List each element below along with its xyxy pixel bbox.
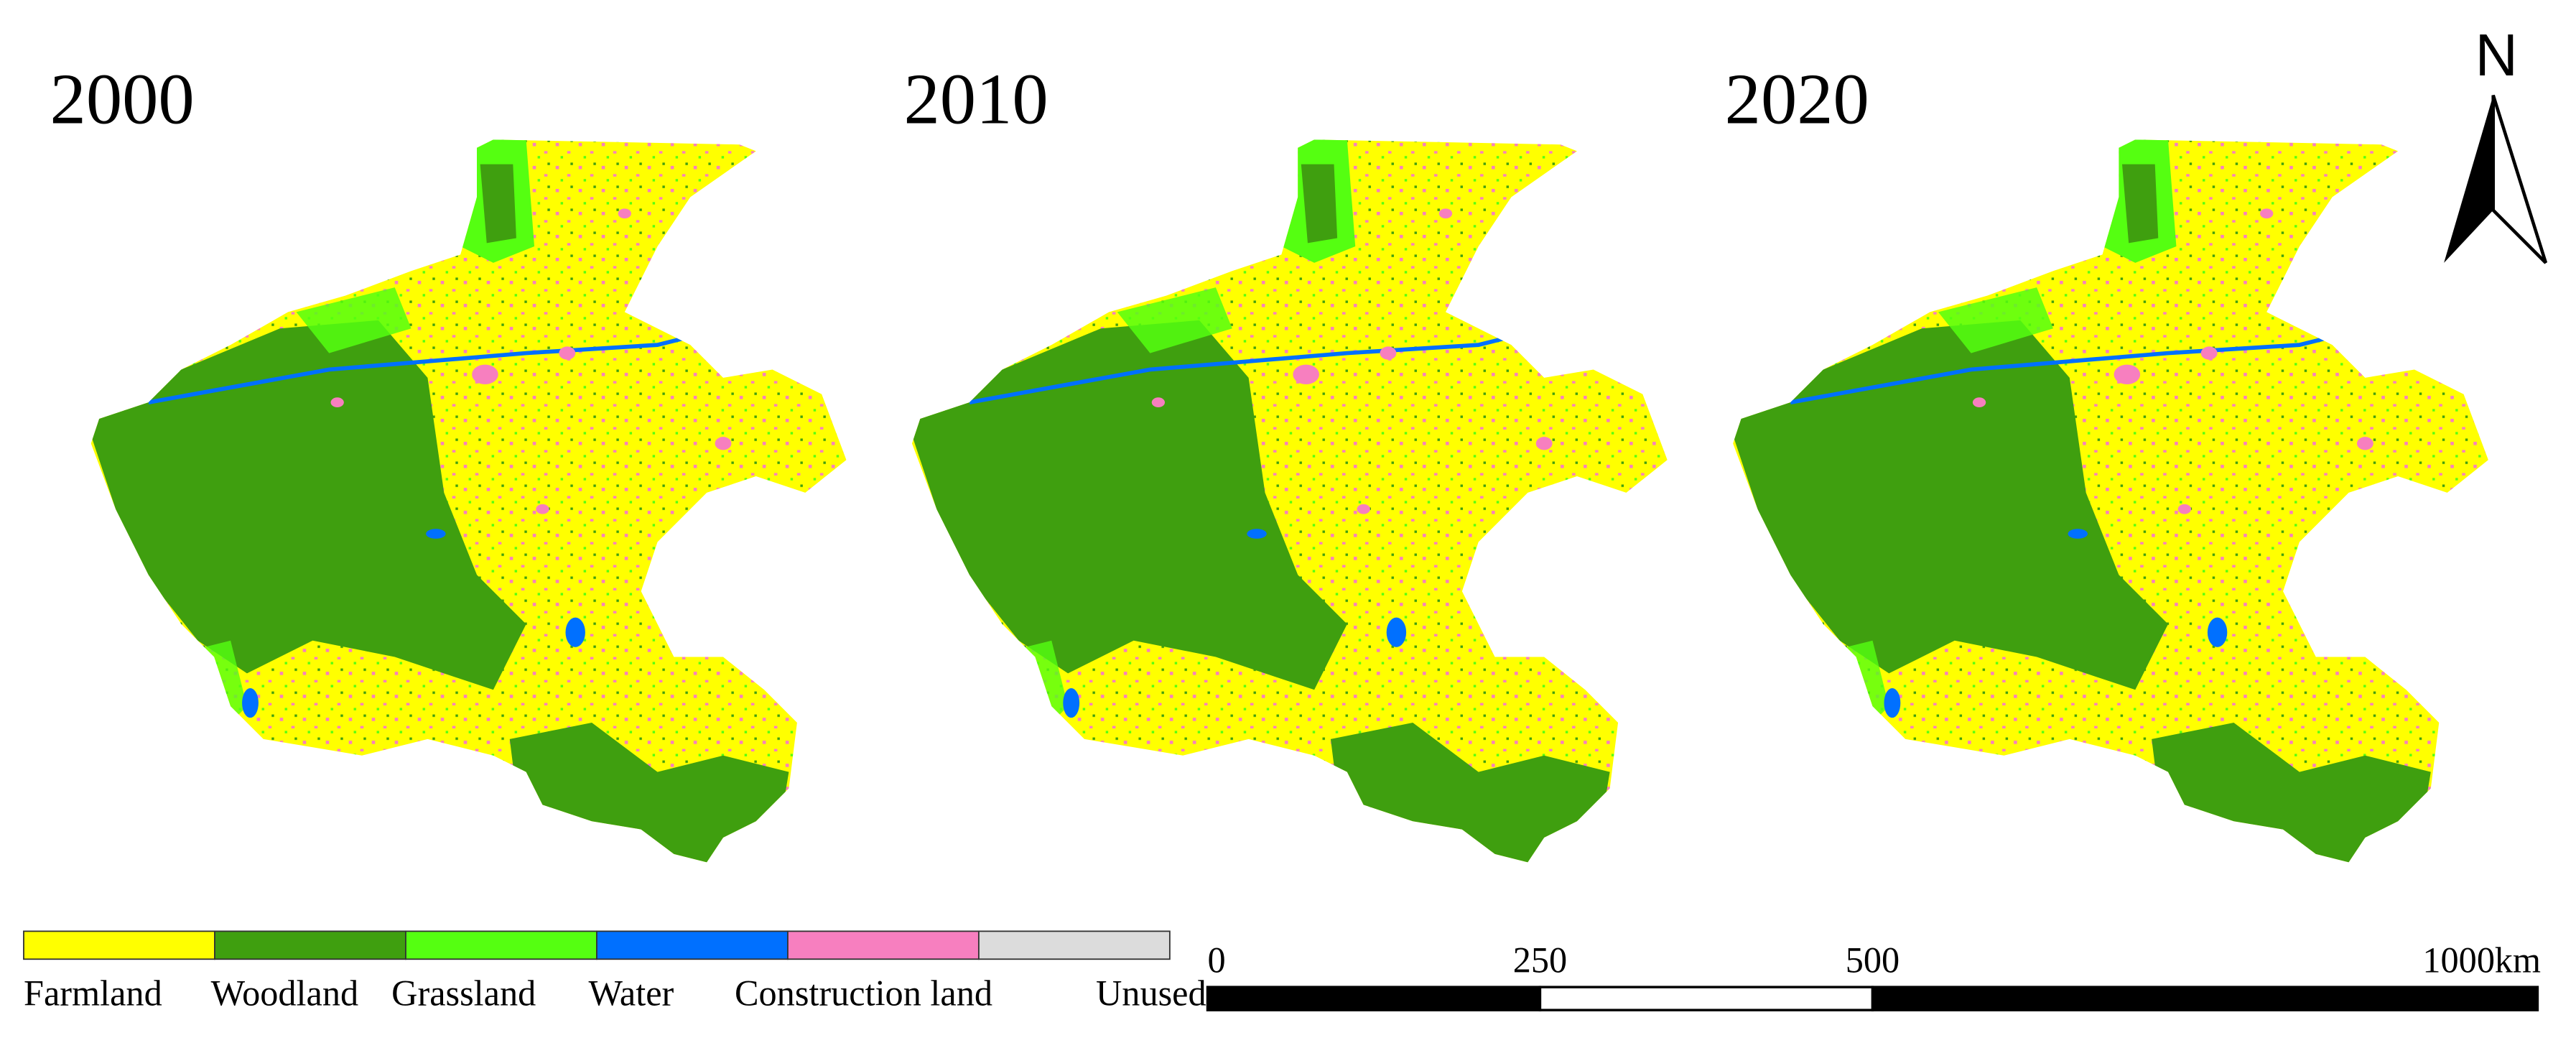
legend-swatch: [596, 930, 789, 960]
legend-label: Grassland: [391, 973, 536, 1013]
legend-swatch: [786, 930, 980, 960]
land-use-map: [888, 131, 1692, 887]
scale-label: 250: [1513, 940, 1567, 981]
legend-label: Construction land: [735, 973, 992, 1013]
scale-segment: [1206, 986, 1542, 1011]
legend-label: Unused: [1096, 973, 1206, 1013]
north-arrow: N: [2444, 22, 2548, 264]
panel-title: 2020: [1725, 58, 1869, 139]
scale-segment: [1538, 986, 1874, 1011]
scale-bar: 0 250 500 1000 km: [1206, 940, 2541, 1011]
legend: Farmland Woodland Grassland Water Constructi…: [23, 930, 1206, 1013]
legend-swatch: [214, 930, 406, 960]
legend-swatch: [405, 930, 597, 960]
legend-swatch: [23, 930, 215, 960]
legend-label: Farmland: [24, 973, 162, 1013]
panel-title: 2010: [903, 58, 1048, 139]
scale-label: 500: [1846, 940, 1900, 981]
scale-unit: km: [2495, 940, 2541, 981]
scale-label: 0: [1207, 940, 1225, 981]
north-label: N: [2475, 22, 2518, 88]
land-use-map: [66, 131, 870, 887]
scale-segment: [1871, 986, 2539, 1011]
land-use-map: [1708, 131, 2513, 887]
legend-label: Water: [588, 973, 674, 1013]
scale-label: 1000: [2422, 940, 2495, 981]
panel-title: 2000: [50, 58, 195, 139]
legend-swatch: [977, 930, 1171, 960]
legend-label: Woodland: [211, 973, 358, 1013]
